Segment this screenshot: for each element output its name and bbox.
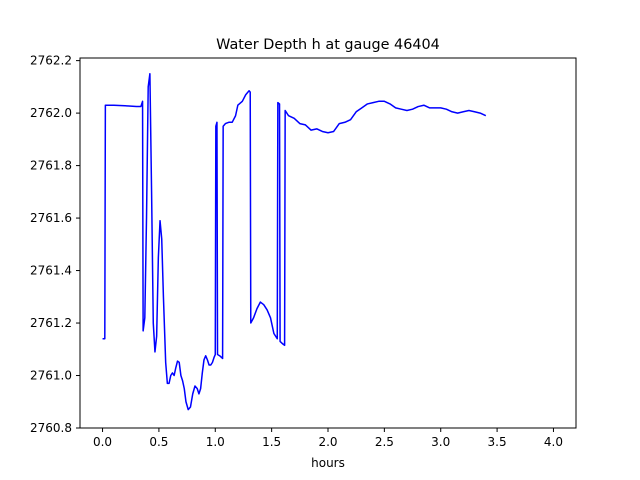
- series-line: [102, 72, 487, 411]
- x-tick-label: 3.5: [488, 435, 507, 449]
- x-tick-label: 3.0: [431, 435, 450, 449]
- x-tick-label: 1.0: [206, 435, 225, 449]
- x-tick-label: 2.5: [375, 435, 394, 449]
- x-tick-label: 0.0: [93, 435, 112, 449]
- x-axis: 0.0 0.5 1.0 1.5 2.0 2.5 3.0 3.5 4.0: [93, 428, 563, 449]
- y-tick-label: 2761.0: [30, 369, 72, 383]
- y-tick-label: 2761.2: [30, 316, 72, 330]
- x-tick-label: 0.5: [149, 435, 168, 449]
- x-tick-label: 2.0: [318, 435, 337, 449]
- y-tick-label: 2762.0: [30, 106, 72, 120]
- y-tick-label: 2761.8: [30, 159, 72, 173]
- y-tick-label: 2761.6: [30, 211, 72, 225]
- chart-title: Water Depth h at gauge 46404: [216, 37, 440, 53]
- y-tick-label: 2761.4: [30, 264, 72, 278]
- x-tick-label: 1.5: [262, 435, 281, 449]
- y-axis: 2760.8 2761.0 2761.2 2761.4 2761.6 2761.8 2762…: [30, 54, 80, 435]
- y-tick-label: 2760.8: [30, 421, 72, 435]
- y-tick-label: 2762.2: [30, 54, 72, 68]
- x-tick-label: 4.0: [544, 435, 563, 449]
- x-axis-label: hours: [311, 456, 345, 470]
